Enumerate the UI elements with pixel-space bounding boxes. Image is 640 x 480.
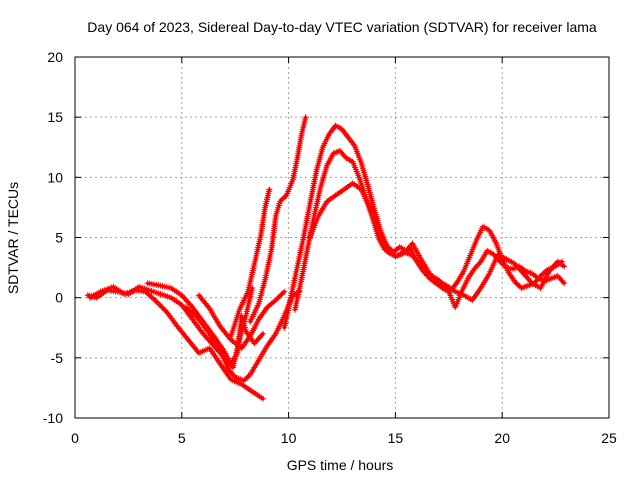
plus-markers [306, 180, 568, 304]
series-track-10 [306, 180, 568, 304]
y-tick-label: 20 [47, 49, 63, 65]
grid [75, 57, 609, 418]
series-track-5 [195, 288, 288, 352]
series-track-2 [86, 283, 266, 402]
chart-title: Day 064 of 2023, Sidereal Day-to-day VTE… [87, 19, 597, 35]
x-axis-title: GPS time / hours [287, 457, 394, 473]
x-tick-label: 20 [494, 430, 510, 446]
series-track-6 [227, 186, 273, 340]
x-tick-label: 15 [388, 430, 404, 446]
y-tick-label: -10 [43, 410, 63, 426]
plus-markers [195, 288, 288, 352]
y-tick-label: -5 [51, 350, 64, 366]
plus-markers [281, 122, 566, 331]
series-track-7 [247, 114, 309, 325]
x-tick-label: 10 [281, 430, 297, 446]
plus-markers [86, 283, 266, 402]
y-tick-label: 0 [55, 290, 63, 306]
y-axis-title: SDTVAR / TECUs [5, 182, 21, 294]
x-tick-label: 5 [178, 430, 186, 446]
y-tick-label: 10 [47, 169, 63, 185]
y-tick-label: 15 [47, 109, 63, 125]
series-track-8 [281, 122, 566, 331]
x-tick-label: 25 [601, 430, 617, 446]
data-series [84, 114, 568, 402]
x-tick-label: 0 [71, 430, 79, 446]
plus-markers [227, 186, 273, 340]
tick-labels: 0 5 10 15 20 25 -10 -5 0 5 10 15 20 [43, 49, 617, 446]
plot-frame [74, 56, 610, 419]
plus-markers [247, 114, 309, 325]
y-tick-label: 5 [55, 230, 63, 246]
